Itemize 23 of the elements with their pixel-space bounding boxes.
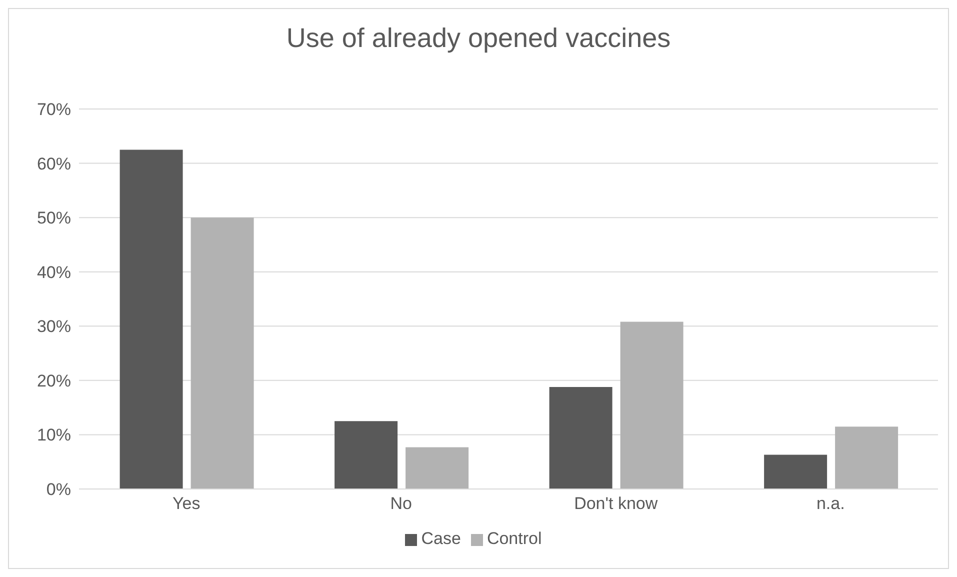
x-tick-label: Don't know <box>574 494 658 514</box>
bar <box>120 150 183 489</box>
x-tick-label: n.a. <box>816 494 845 514</box>
y-tick-label: 20% <box>36 371 71 390</box>
y-tick-label: 60% <box>36 154 71 174</box>
bar <box>835 426 898 489</box>
legend-label: Control <box>486 529 542 548</box>
y-tick-label: 40% <box>36 262 71 282</box>
bar <box>406 447 469 489</box>
y-tick-label: 70% <box>36 100 71 120</box>
bar <box>190 218 254 489</box>
y-tick-label: 30% <box>36 317 71 336</box>
x-tick-label: Yes <box>172 494 200 514</box>
y-tick-label: 0% <box>46 480 71 500</box>
legend-label: Case <box>421 529 461 548</box>
y-tick-label: 50% <box>36 208 71 228</box>
y-tick-label: 10% <box>36 426 71 445</box>
x-tick-label: No <box>390 494 412 514</box>
bar <box>620 322 684 489</box>
bar <box>334 421 398 489</box>
chart-title: Use of already opened vaccines <box>285 23 672 54</box>
bar <box>764 454 828 489</box>
bar <box>549 386 612 489</box>
